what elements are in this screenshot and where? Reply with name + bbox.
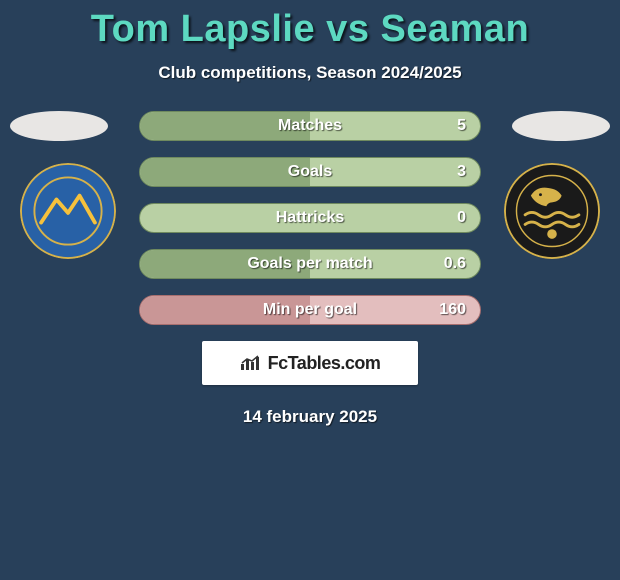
left-ellipse xyxy=(10,111,108,141)
stat-bar: Min per goal160 xyxy=(139,295,481,325)
stat-bar: Goals3 xyxy=(139,157,481,187)
stat-bar-value: 3 xyxy=(457,158,466,186)
stat-bar-label: Goals per match xyxy=(140,250,480,278)
page-title: Tom Lapslie vs Seaman xyxy=(0,0,620,51)
stat-bar-value: 160 xyxy=(439,296,466,324)
date-text: 14 february 2025 xyxy=(0,407,620,427)
stat-bar: Hattricks0 xyxy=(139,203,481,233)
right-ellipse xyxy=(512,111,610,141)
stat-bar-label: Hattricks xyxy=(140,204,480,232)
subtitle: Club competitions, Season 2024/2025 xyxy=(0,63,620,83)
brand-text: FcTables.com xyxy=(268,353,381,374)
club-left-icon xyxy=(20,163,116,259)
stat-bar: Goals per match0.6 xyxy=(139,249,481,279)
stat-bar-label: Matches xyxy=(140,112,480,140)
stat-bar-value: 5 xyxy=(457,112,466,140)
stat-bar-label: Goals xyxy=(140,158,480,186)
stat-bar-label: Min per goal xyxy=(140,296,480,324)
club-badge-right xyxy=(504,163,600,259)
stat-bar: Matches5 xyxy=(139,111,481,141)
stat-bars: Matches5Goals3Hattricks0Goals per match0… xyxy=(139,111,481,325)
content: Matches5Goals3Hattricks0Goals per match0… xyxy=(0,111,620,427)
stat-bar-value: 0.6 xyxy=(444,250,466,278)
chart-icon xyxy=(240,354,262,372)
brand-box: FcTables.com xyxy=(202,341,418,385)
club-badge-left xyxy=(20,163,116,259)
club-right-icon xyxy=(504,163,600,259)
stat-bar-value: 0 xyxy=(457,204,466,232)
